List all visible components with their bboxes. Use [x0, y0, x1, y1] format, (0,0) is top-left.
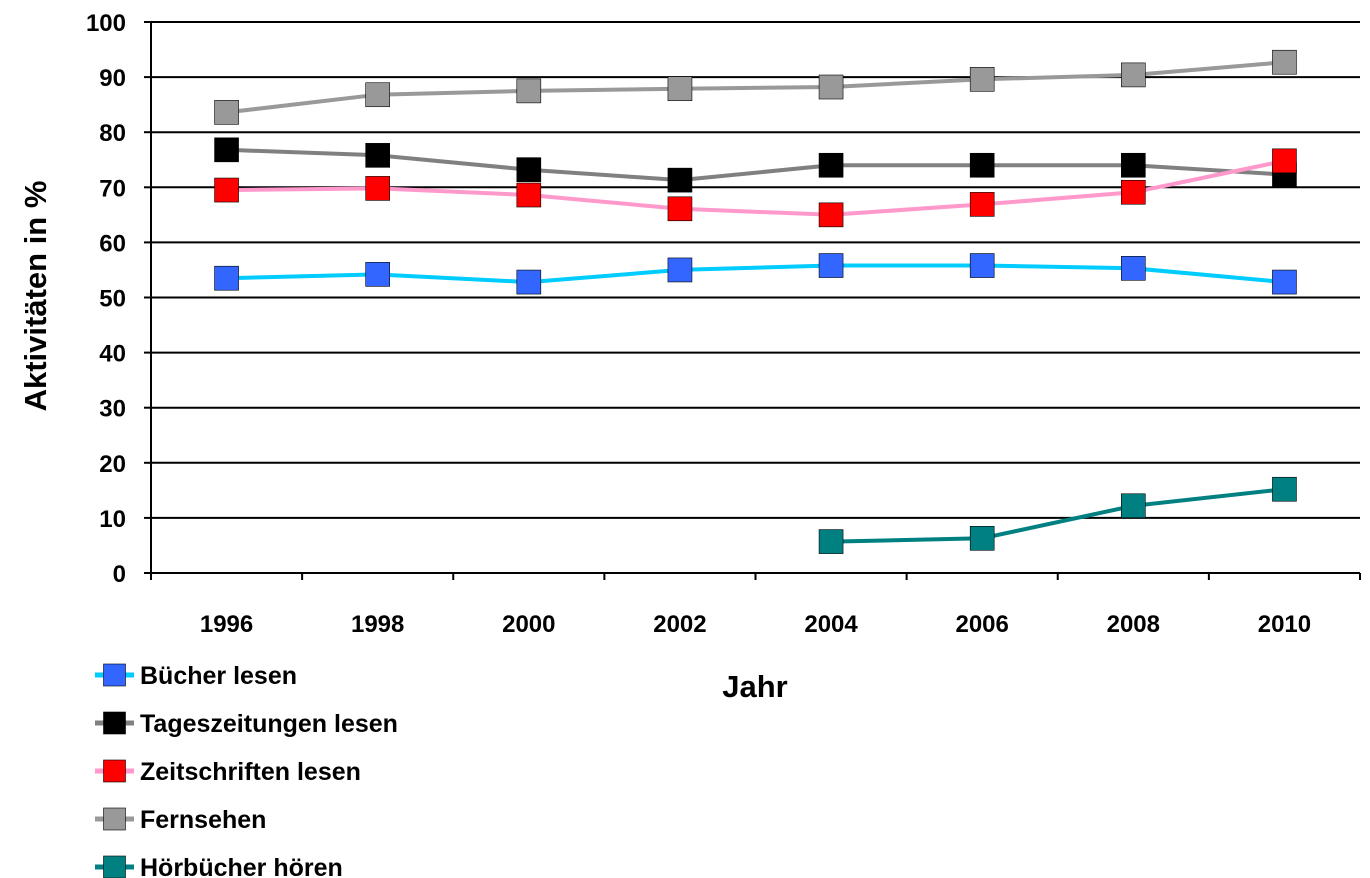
data-point-3-2000 [516, 182, 542, 208]
data-point-2-2006 [969, 152, 995, 178]
legend-marker-5 [103, 855, 126, 878]
data-point-4-1996 [214, 100, 239, 125]
data-point-3-2008 [1121, 179, 1146, 205]
data-point-5-2010 [1272, 476, 1297, 502]
series-line-2 [226, 147, 1285, 183]
data-point-3-2004 [818, 202, 844, 228]
legend-item-3: Zeitschriften lesen [95, 758, 361, 786]
data-point-1-2006 [969, 253, 995, 278]
data-point-4-2006 [969, 67, 995, 92]
data-point-1-2010 [1272, 269, 1297, 295]
data-point-5-2008 [1121, 493, 1146, 519]
data-point-1-1996 [214, 265, 239, 291]
y-tick-label-10: 10 [99, 506, 126, 533]
y-tick-label-50: 50 [99, 286, 126, 313]
series-line-1 [226, 263, 1285, 285]
series-3 [214, 148, 1297, 228]
y-tick-label-90: 90 [99, 65, 126, 92]
data-point-2-2004 [818, 152, 844, 178]
series-line-5 [831, 487, 1285, 544]
series-line-4 [226, 60, 1285, 115]
x-tick-label-2004: 2004 [804, 611, 858, 638]
series [214, 49, 1297, 554]
data-point-4-2000 [516, 78, 542, 104]
data-point-3-1998 [365, 176, 390, 201]
data-point-2-1998 [365, 143, 390, 168]
legend-item-2: Tageszeitungen lesen [95, 710, 398, 738]
legend-marker-2 [103, 711, 126, 735]
x-axis-title: Jahr [722, 669, 787, 704]
x-tick-label-1998: 1998 [351, 611, 404, 638]
data-point-1-1998 [365, 262, 390, 287]
x-tick-label-1996: 1996 [200, 611, 253, 638]
y-axis-title: Aktivitäten in % [18, 181, 53, 412]
x-tick-label-2002: 2002 [653, 611, 706, 638]
legend-label-5: Hörbücher hören [140, 854, 343, 878]
x-tick-label-2008: 2008 [1107, 611, 1160, 638]
legend-label-2: Tageszeitungen lesen [140, 710, 398, 738]
y-tick-label-80: 80 [99, 120, 126, 147]
series-5 [818, 476, 1297, 554]
legend-marker-1 [103, 663, 126, 687]
legend-item-4: Fernsehen [95, 806, 266, 834]
axes: 0 10 20 30 40 50 60 70 80 90 100 1996 1998 2000 2002 20… [86, 10, 1361, 638]
series-4 [214, 49, 1297, 125]
data-point-1-2008 [1121, 255, 1146, 281]
legend-item-5: Hörbücher hören [95, 854, 343, 878]
y-tick-label-0: 0 [113, 561, 126, 588]
data-point-4-2004 [818, 74, 844, 100]
legend-marker-3 [103, 759, 126, 783]
data-point-5-2004 [818, 529, 844, 554]
data-point-4-2010 [1272, 49, 1297, 75]
legend-marker-4 [103, 807, 126, 831]
data-point-4-2002 [667, 76, 693, 101]
x-tick-label-2010: 2010 [1258, 611, 1311, 638]
legend-label-3: Zeitschriften lesen [140, 758, 361, 786]
data-point-1-2000 [516, 269, 542, 295]
data-point-2-1996 [214, 137, 239, 163]
data-point-2-2002 [667, 167, 693, 193]
series-line-3 [226, 158, 1285, 217]
data-point-3-1996 [214, 177, 239, 203]
data-point-3-2002 [667, 196, 693, 222]
gridlines [151, 21, 1360, 519]
data-point-1-2002 [667, 257, 693, 283]
data-point-3-2010 [1272, 148, 1297, 174]
data-point-3-2006 [969, 192, 995, 217]
series-2 [214, 137, 1297, 193]
y-tick-label-30: 30 [99, 396, 126, 423]
data-point-2-2008 [1121, 152, 1146, 178]
legend: Bücher lesen Tageszeitungen lesen Zeitschr… [95, 662, 398, 878]
legend-label-1: Bücher lesen [140, 662, 297, 690]
data-point-2-2000 [516, 157, 542, 182]
y-tick-label-60: 60 [99, 230, 126, 257]
series-1 [214, 253, 1297, 295]
data-point-4-1998 [365, 82, 390, 108]
y-tick-label-100: 100 [86, 10, 126, 37]
data-point-4-2008 [1121, 62, 1146, 88]
legend-item-1: Bücher lesen [95, 662, 297, 690]
x-tick-label-2000: 2000 [502, 611, 555, 638]
y-tick-label-20: 20 [99, 451, 126, 478]
x-tick-label-2006: 2006 [955, 611, 1008, 638]
y-tick-label-40: 40 [99, 341, 126, 368]
y-tick-label-70: 70 [99, 175, 126, 202]
data-point-5-2006 [969, 525, 995, 551]
legend-label-4: Fernsehen [140, 806, 266, 834]
data-point-1-2004 [818, 253, 844, 278]
